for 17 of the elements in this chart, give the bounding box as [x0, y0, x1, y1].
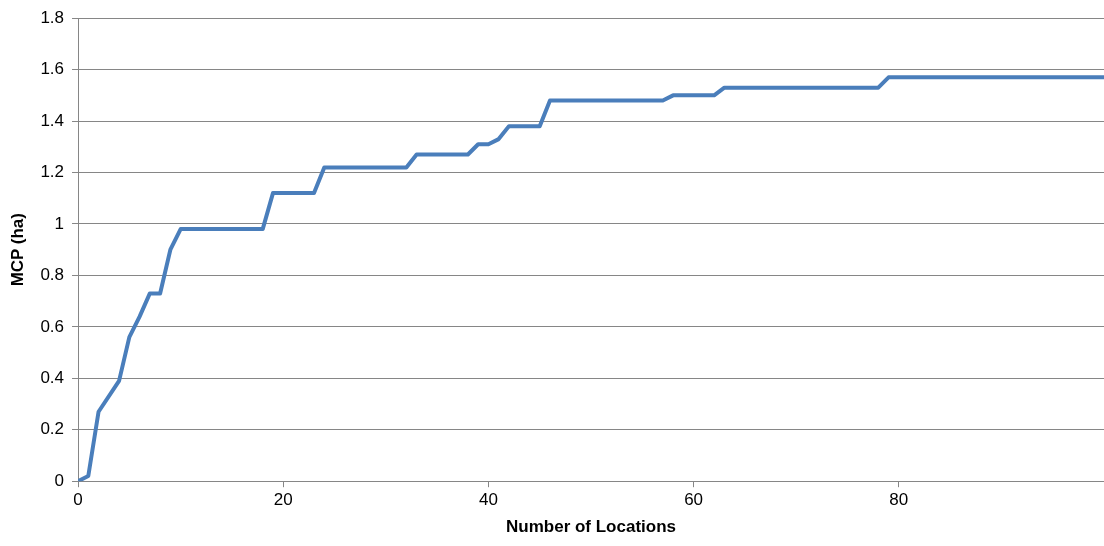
x-tick-label: 20 [273, 490, 293, 510]
x-tick-label: 0 [73, 490, 83, 510]
y-tick-label: 1.2 [40, 162, 65, 182]
y-tick-label: 1.8 [40, 7, 65, 27]
x-tick-label: 80 [889, 490, 909, 510]
y-tick-label: 1.6 [40, 59, 65, 79]
y-tick-label: 0.8 [40, 265, 65, 285]
y-tick-label: 1 [54, 213, 65, 233]
y-tick-label: 1.4 [40, 110, 65, 130]
y-tick-label: 0.4 [40, 368, 65, 387]
y-axis-title: MCP (ha) [7, 213, 27, 287]
y-tick-label: 0.6 [40, 316, 65, 336]
x-axis-title: Number of Locations [506, 517, 677, 537]
x-tick-label: 40 [478, 490, 498, 510]
x-tick-label: 60 [684, 490, 704, 510]
y-tick-label: 0.2 [40, 419, 65, 439]
y-tick-label: 0 [54, 470, 65, 490]
